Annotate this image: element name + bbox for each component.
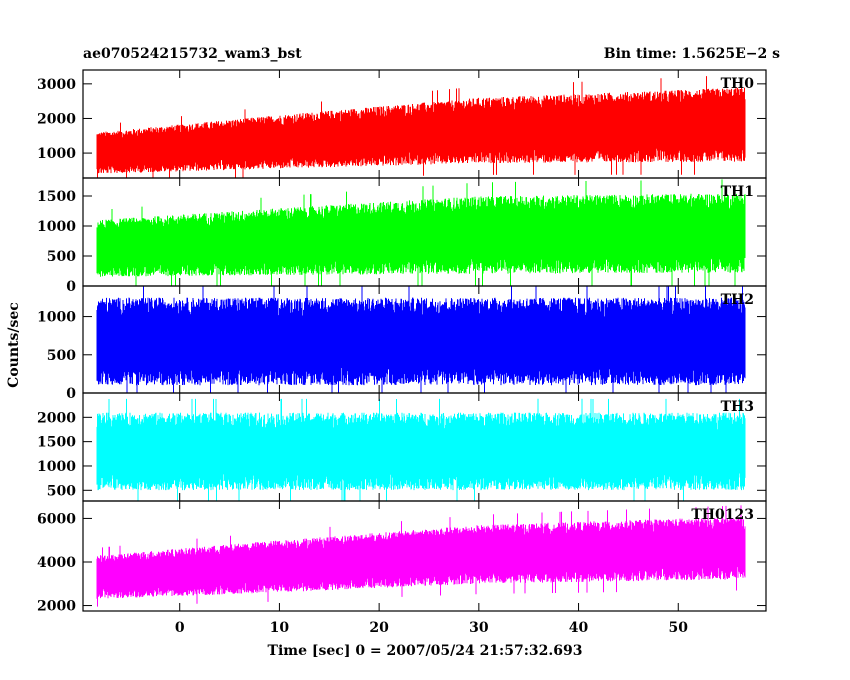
series-trace-th3	[96, 398, 746, 501]
series-trace-th1	[96, 179, 746, 286]
y-tick-label: 1000	[37, 310, 76, 326]
x-tick-label: 10	[270, 620, 290, 636]
panel-label: TH1	[721, 184, 754, 200]
panel-th2: 0 500 1000 TH2	[37, 285, 767, 402]
y-tick-label: 3000	[37, 77, 76, 93]
y-tick-label: 0	[66, 386, 76, 402]
panel-label: TH3	[721, 399, 754, 415]
panel-th3: 500 1000 1500 2000 TH3	[37, 392, 767, 502]
y-tick-label: 2000	[37, 111, 76, 127]
y-tick-label: 1000	[37, 219, 76, 235]
x-axis-label: Time [sec] 0 = 2007/05/24 21:57:32.693	[268, 643, 583, 659]
y-axis-label: Counts/sec	[6, 302, 22, 388]
y-tick-label: 1500	[37, 435, 76, 451]
y-tick-label: 500	[47, 249, 76, 265]
y-tick-label: 6000	[37, 511, 76, 527]
panel-frame	[82, 500, 767, 612]
x-tick-label: 50	[669, 620, 689, 636]
y-tick-label: 1000	[37, 146, 76, 162]
x-tick-label: 30	[469, 620, 489, 636]
y-tick-label: 0	[66, 279, 76, 295]
panel-label: TH2	[721, 292, 754, 308]
panel-label: TH0123	[691, 507, 754, 523]
title-left: ae070524215732_wam3_bst	[83, 46, 302, 62]
y-tick-label: 1000	[37, 459, 76, 475]
panel-th0123: 2000 4000 6000 0 10 20 30 40 50 TH0123	[37, 500, 767, 636]
title-right: Bin time: 1.5625E−2 s	[604, 46, 780, 62]
y-tick-label: 4000	[37, 555, 76, 571]
y-tick-label: 2000	[37, 599, 76, 615]
y-tick-label: 2000	[37, 410, 76, 426]
panel-th0: 1000 2000 3000 TH0	[37, 69, 767, 179]
series-trace-th2	[96, 286, 746, 393]
x-tick-label: 0	[175, 620, 185, 636]
panel-label: TH0	[721, 76, 755, 92]
series-trace-th0123	[96, 505, 746, 607]
panel-th1: 0 500 1000 1500 TH1	[37, 177, 767, 295]
y-tick-label: 500	[47, 348, 76, 364]
y-tick-label: 500	[47, 483, 76, 499]
x-tick-label: 40	[569, 620, 589, 636]
x-tick-label: 20	[369, 620, 389, 636]
series-trace-th0	[96, 76, 746, 178]
y-tick-label: 1500	[37, 189, 76, 205]
